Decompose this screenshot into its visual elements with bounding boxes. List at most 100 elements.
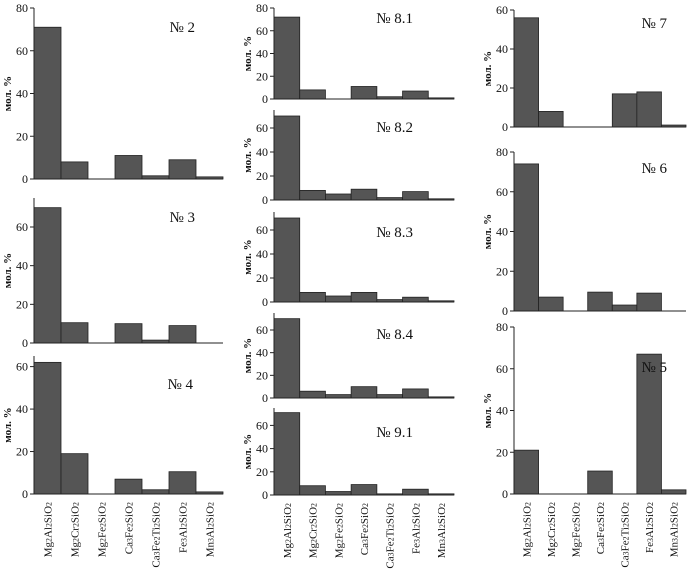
panel-9: 0 20 40 60 мол. % № 7 (482, 3, 687, 134)
bar-Mg2Al2SiO2 (273, 318, 301, 399)
bar-Ca3Fe2SiO2 (587, 291, 613, 312)
category-label: Mg2Cr2SiO2 (546, 502, 558, 557)
y-tick-label: 0 (262, 295, 268, 309)
bar-Fe3Al2SiO2 (402, 488, 429, 496)
y-tick-label: 60 (256, 323, 268, 337)
y-tick-label: 80 (16, 1, 28, 15)
bar-Ca3Fe2Ti2SiO2 (611, 93, 638, 128)
bar-Mg2Al2SiO2 (33, 361, 62, 495)
bar-Mg2Cr2SiO2 (299, 291, 326, 303)
category-label: Ca3Fe2Ti2SiO2 (151, 502, 163, 568)
y-tick-label: 40 (16, 259, 28, 273)
bar-Mg2Fe2SiO2 (325, 193, 352, 201)
category-label: Ca3Fe2SiO2 (124, 502, 136, 554)
category-label: Ca3Fe2SiO2 (359, 503, 371, 555)
bar-Mg2Cr2SiO2 (299, 89, 326, 100)
bar-Mg2Cr2SiO2 (299, 485, 326, 496)
y-tick-label: 0 (22, 487, 28, 501)
bar-Ca3Fe2SiO2 (350, 386, 378, 399)
y-tick-label: 40 (496, 42, 508, 56)
y-tick-label: 40 (256, 346, 268, 360)
category-label: Mg2Fe2SiO2 (97, 502, 109, 557)
category-label: Mn3Al2SiO2 (669, 502, 681, 557)
panel-title: № 4 (167, 377, 193, 393)
panel-title: № 7 (641, 16, 667, 32)
y-axis-label: мол. % (242, 137, 254, 172)
bar-Mg2Fe2SiO2 (325, 491, 352, 496)
y-axis-label: мол. % (2, 76, 14, 111)
bar-Mn3Al2SiO2 (661, 489, 687, 495)
y-tick-label: 80 (496, 320, 508, 334)
bar-Fe3Al2SiO2 (402, 191, 429, 201)
panel-title: № 8.2 (376, 120, 413, 136)
y-tick-label: 0 (262, 193, 268, 207)
y-axis-label: мол. % (2, 253, 14, 288)
y-axis-label: мол. % (482, 51, 494, 86)
category-label: Fe3Al2SiO2 (178, 502, 190, 553)
category-label: Mg2Al2SiO2 (43, 502, 55, 557)
y-tick-label: 80 (256, 1, 268, 15)
y-axis-label: мол. % (242, 338, 254, 373)
bar-Mg2Al2SiO2 (273, 412, 301, 496)
y-axis-label: мол. % (242, 239, 254, 274)
bar-Mg2Al2SiO2 (273, 217, 301, 303)
bar-Ca3Fe2SiO2 (350, 86, 378, 100)
y-tick-label: 80 (496, 145, 508, 159)
category-label: Mn3Al2SiO2 (205, 502, 217, 557)
bar-Fe3Al2SiO2 (168, 471, 197, 495)
y-tick-label: 0 (502, 487, 508, 501)
y-tick-label: 20 (16, 129, 28, 143)
bar-Mg2Cr2SiO2 (60, 161, 89, 180)
category-label: Mg2Fe2SiO2 (333, 503, 345, 558)
bar-Mg2Al2SiO2 (513, 449, 539, 495)
panel-title: № 3 (169, 210, 195, 226)
y-tick-label: 0 (22, 172, 28, 186)
bar-Mg2Al2SiO2 (33, 26, 62, 180)
bar-Fe3Al2SiO2 (402, 296, 429, 303)
bar-Ca3Fe2SiO2 (587, 470, 613, 495)
y-tick-label: 20 (496, 264, 508, 278)
y-tick-label: 0 (502, 304, 508, 318)
bar-Fe3Al2SiO2 (168, 159, 197, 180)
y-tick-label: 40 (256, 247, 268, 261)
y-tick-label: 60 (16, 360, 28, 374)
category-label: Mg2Cr2SiO2 (70, 502, 82, 557)
y-tick-label: 0 (262, 92, 268, 106)
bar-Ca3Fe2SiO2 (114, 478, 143, 495)
y-axis-label: мол. % (482, 393, 494, 428)
bar-Ca3Fe2SiO2 (114, 323, 143, 344)
y-axis-label: мол. % (242, 434, 254, 469)
bar-Mg2Fe2SiO2 (325, 394, 352, 399)
bar-Mg2Al2SiO2 (513, 17, 539, 128)
category-label: Mg2Al2SiO2 (521, 502, 533, 557)
y-tick-label: 20 (16, 297, 28, 311)
panel-11: 0 20 40 60 80 мол. % № 5 Mg2Al2SiO2 Mg2Cr2SiO2 Mg… (482, 320, 687, 568)
y-tick-label: 0 (262, 488, 268, 502)
bar-Mg2Cr2SiO2 (299, 189, 326, 201)
bar-Fe3Al2SiO2 (402, 388, 429, 399)
y-tick-label: 20 (256, 271, 268, 285)
y-tick-label: 40 (256, 442, 268, 456)
y-tick-label: 20 (16, 445, 28, 459)
bar-Ca3Fe2SiO2 (350, 484, 378, 496)
y-axis-label: мол. % (482, 214, 494, 249)
panel-title: № 8.4 (376, 327, 413, 343)
panel-2: 0 20 40 60 мол. % № 3 (2, 198, 223, 350)
bar-Mg2Cr2SiO2 (299, 390, 326, 399)
bar-Mg2Cr2SiO2 (60, 453, 89, 495)
y-tick-label: 20 (256, 169, 268, 183)
bar-Ca3Fe2SiO2 (350, 291, 378, 303)
bar-Fe3Al2SiO2 (168, 325, 197, 344)
y-tick-label: 40 (16, 87, 28, 101)
bar-Mg2Al2SiO2 (273, 115, 301, 201)
y-tick-label: 60 (256, 24, 268, 38)
category-label: Mg2Fe2SiO2 (570, 502, 582, 557)
y-tick-label: 40 (496, 225, 508, 239)
panel-title: № 2 (169, 20, 195, 36)
y-tick-label: 40 (16, 402, 28, 416)
category-label: Ca3Fe2Ti2SiO2 (620, 502, 632, 568)
